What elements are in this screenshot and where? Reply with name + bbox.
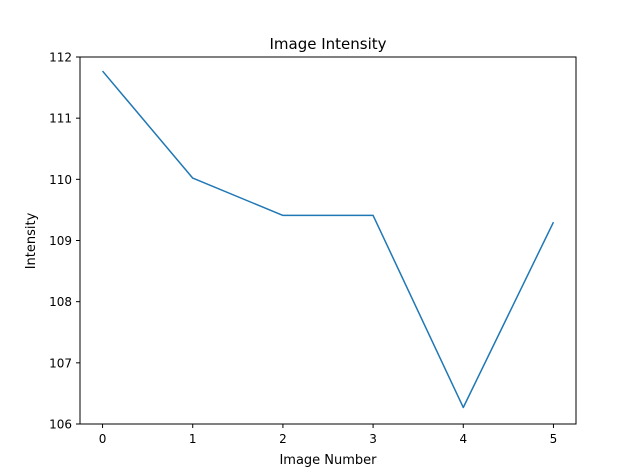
series-line	[101, 70, 555, 409]
plot-area-frame	[79, 56, 577, 425]
y-tick-label: 110	[49, 173, 72, 187]
y-tick-label: 109	[49, 234, 72, 248]
x-tick-label: 2	[279, 432, 287, 446]
y-axis-label: Intensity	[24, 212, 39, 269]
x-tick-label: 0	[99, 432, 107, 446]
x-tick-label: 5	[550, 432, 558, 446]
chart-title: Image Intensity	[269, 35, 386, 53]
x-tick-label: 3	[369, 432, 377, 446]
x-tick-label: 4	[459, 432, 467, 446]
y-tick-label: 112	[49, 51, 72, 65]
x-axis-label: Image Number	[279, 453, 377, 468]
x-tick-label: 1	[189, 432, 197, 446]
y-tick-label: 111	[49, 112, 72, 126]
y-tick-label: 106	[49, 418, 72, 432]
ticks-group: 0 1 2 3 4 5 106 107 108 109 110 111 112	[49, 51, 557, 447]
y-tick-label: 107	[49, 356, 72, 370]
y-tick-label: 108	[49, 295, 72, 309]
